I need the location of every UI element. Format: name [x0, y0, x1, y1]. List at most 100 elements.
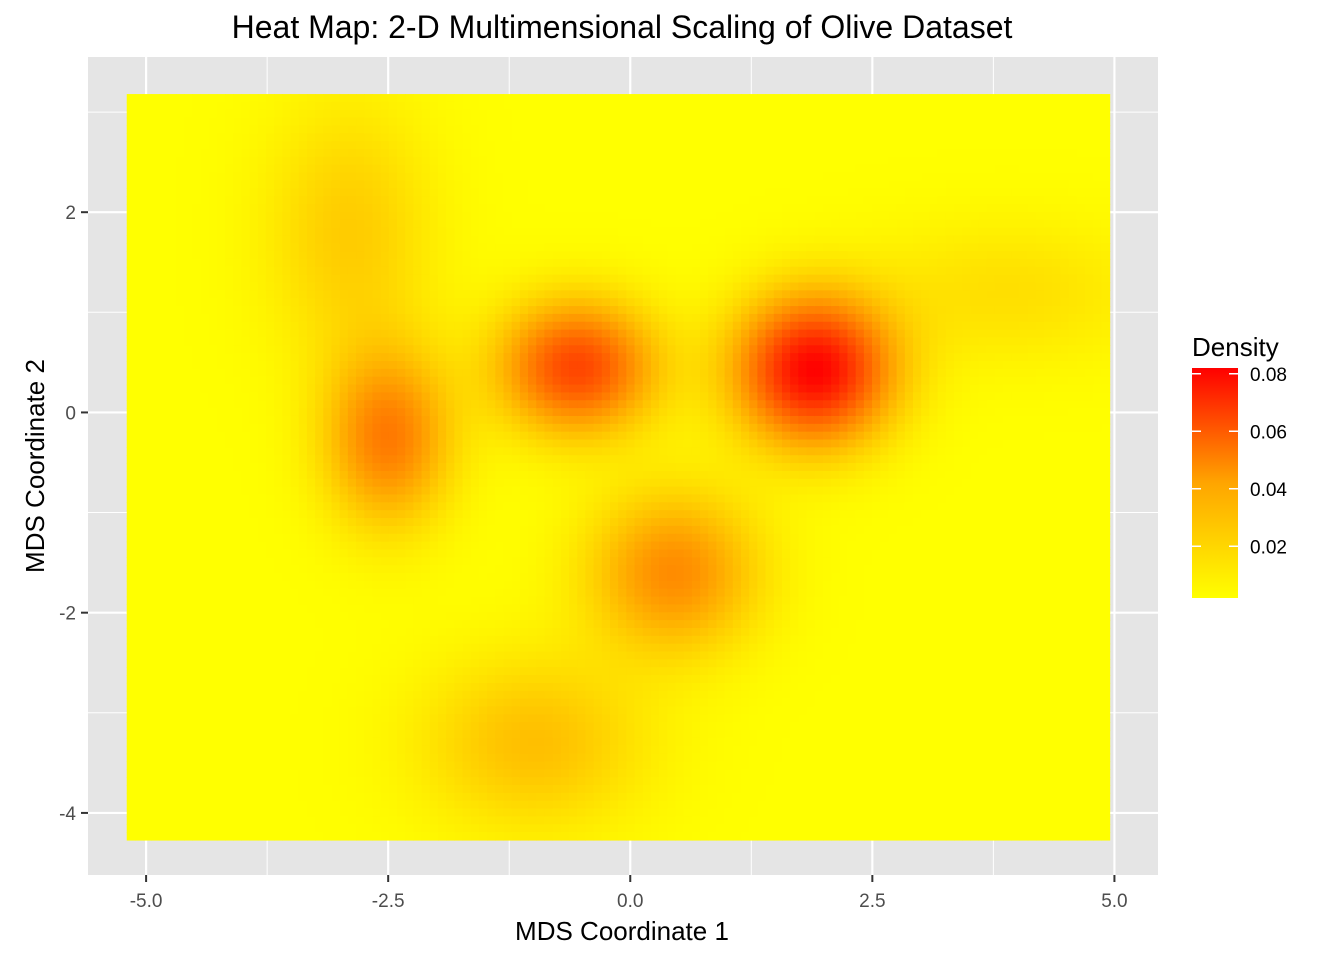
heatmap-tile	[487, 298, 496, 307]
heatmap-tile	[544, 361, 554, 370]
heatmap-tile	[356, 549, 365, 558]
heatmap-tile	[511, 510, 521, 519]
heatmap-tile	[208, 635, 218, 645]
heatmap-tile	[380, 251, 390, 260]
heatmap-tile	[339, 94, 349, 103]
heatmap-tile	[495, 643, 505, 653]
heatmap-tile	[511, 533, 521, 543]
heatmap-tile	[274, 643, 283, 653]
heatmap-tile	[544, 400, 554, 409]
heatmap-tile	[192, 219, 202, 229]
heatmap-tile	[421, 541, 431, 551]
heatmap-tile	[282, 274, 292, 284]
heatmap-tile	[192, 824, 202, 833]
heatmap-tile	[495, 785, 505, 794]
heatmap-tile	[536, 361, 546, 370]
heatmap-tile	[347, 643, 357, 653]
heatmap-tile	[437, 730, 447, 739]
heatmap-tile	[413, 824, 423, 833]
heatmap-tile	[364, 415, 374, 425]
heatmap-tile	[397, 643, 406, 653]
heatmap-tile	[421, 525, 431, 535]
heatmap-tile	[265, 785, 275, 794]
heatmap-tile	[126, 816, 136, 825]
heatmap-tile	[552, 258, 562, 268]
heatmap-tile	[429, 125, 439, 134]
heatmap-tile	[306, 620, 316, 629]
heatmap-tile	[200, 125, 210, 134]
heatmap-tile	[323, 580, 333, 590]
heatmap-tile	[503, 133, 513, 142]
heatmap-tile	[544, 769, 554, 778]
heatmap-tile	[175, 761, 185, 770]
heatmap-tile	[519, 227, 529, 236]
heatmap-tile	[364, 290, 374, 299]
heatmap-tile	[519, 533, 529, 543]
heatmap-tile	[126, 266, 136, 276]
heatmap-tile	[339, 777, 349, 786]
heatmap-tile	[380, 290, 390, 299]
heatmap-tile	[274, 345, 283, 354]
heatmap-tile	[306, 549, 316, 558]
heatmap-tile	[159, 384, 169, 394]
heatmap-tile	[249, 627, 259, 637]
heatmap-tile	[470, 408, 480, 417]
heatmap-tile	[184, 596, 193, 605]
heatmap-tile	[364, 792, 374, 802]
heatmap-tile	[388, 824, 398, 833]
heatmap-tile	[364, 117, 374, 127]
heatmap-tile	[159, 706, 169, 715]
heatmap-tile	[134, 180, 144, 189]
heatmap-tile	[159, 510, 169, 519]
heatmap-tile	[249, 266, 259, 276]
heatmap-tile	[528, 149, 537, 158]
heatmap-tile	[282, 518, 292, 527]
heatmap-tile	[478, 290, 488, 299]
heatmap-tile	[511, 769, 521, 778]
heatmap-tile	[470, 313, 480, 323]
heatmap-tile	[216, 635, 226, 645]
heatmap-tile	[528, 635, 537, 645]
heatmap-tile	[454, 368, 464, 378]
heatmap-tile	[143, 313, 152, 323]
heatmap-tile	[151, 227, 161, 236]
heatmap-tile	[372, 722, 382, 731]
heatmap-tile	[282, 463, 292, 472]
heatmap-tile	[233, 612, 242, 621]
heatmap-tile	[356, 321, 365, 331]
heatmap-tile	[437, 156, 447, 166]
heatmap-tile	[225, 627, 234, 637]
heatmap-tile	[487, 518, 496, 527]
heatmap-tile	[241, 196, 251, 205]
heatmap-tile	[339, 306, 349, 315]
heatmap-tile	[184, 620, 193, 629]
heatmap-tile	[380, 675, 390, 684]
heatmap-tile	[495, 188, 505, 197]
heatmap-tile	[151, 101, 161, 111]
heatmap-tile	[184, 156, 193, 166]
heatmap-tile	[487, 353, 496, 362]
heatmap-tile	[405, 258, 414, 268]
heatmap-tile	[511, 439, 521, 448]
heatmap-tile	[437, 109, 447, 119]
heatmap-tile	[249, 306, 259, 315]
heatmap-tile	[306, 408, 316, 417]
heatmap-tile	[372, 149, 382, 158]
heatmap-tile	[421, 455, 431, 464]
heatmap-tile	[380, 510, 390, 519]
heatmap-tile	[331, 478, 341, 488]
heatmap-tile	[306, 478, 316, 488]
heatmap-tile	[470, 557, 480, 566]
heatmap-tile	[143, 573, 152, 582]
heatmap-tile	[454, 706, 464, 715]
heatmap-tile	[208, 573, 218, 582]
heatmap-tile	[175, 251, 185, 260]
heatmap-tile	[290, 298, 300, 307]
heatmap-tile	[372, 737, 382, 747]
heatmap-tile	[380, 463, 390, 472]
heatmap-tile	[511, 714, 521, 723]
heatmap-tile	[306, 753, 316, 763]
heatmap-tile	[478, 400, 488, 409]
heatmap-tile	[544, 761, 554, 770]
heatmap-tile	[478, 808, 488, 817]
